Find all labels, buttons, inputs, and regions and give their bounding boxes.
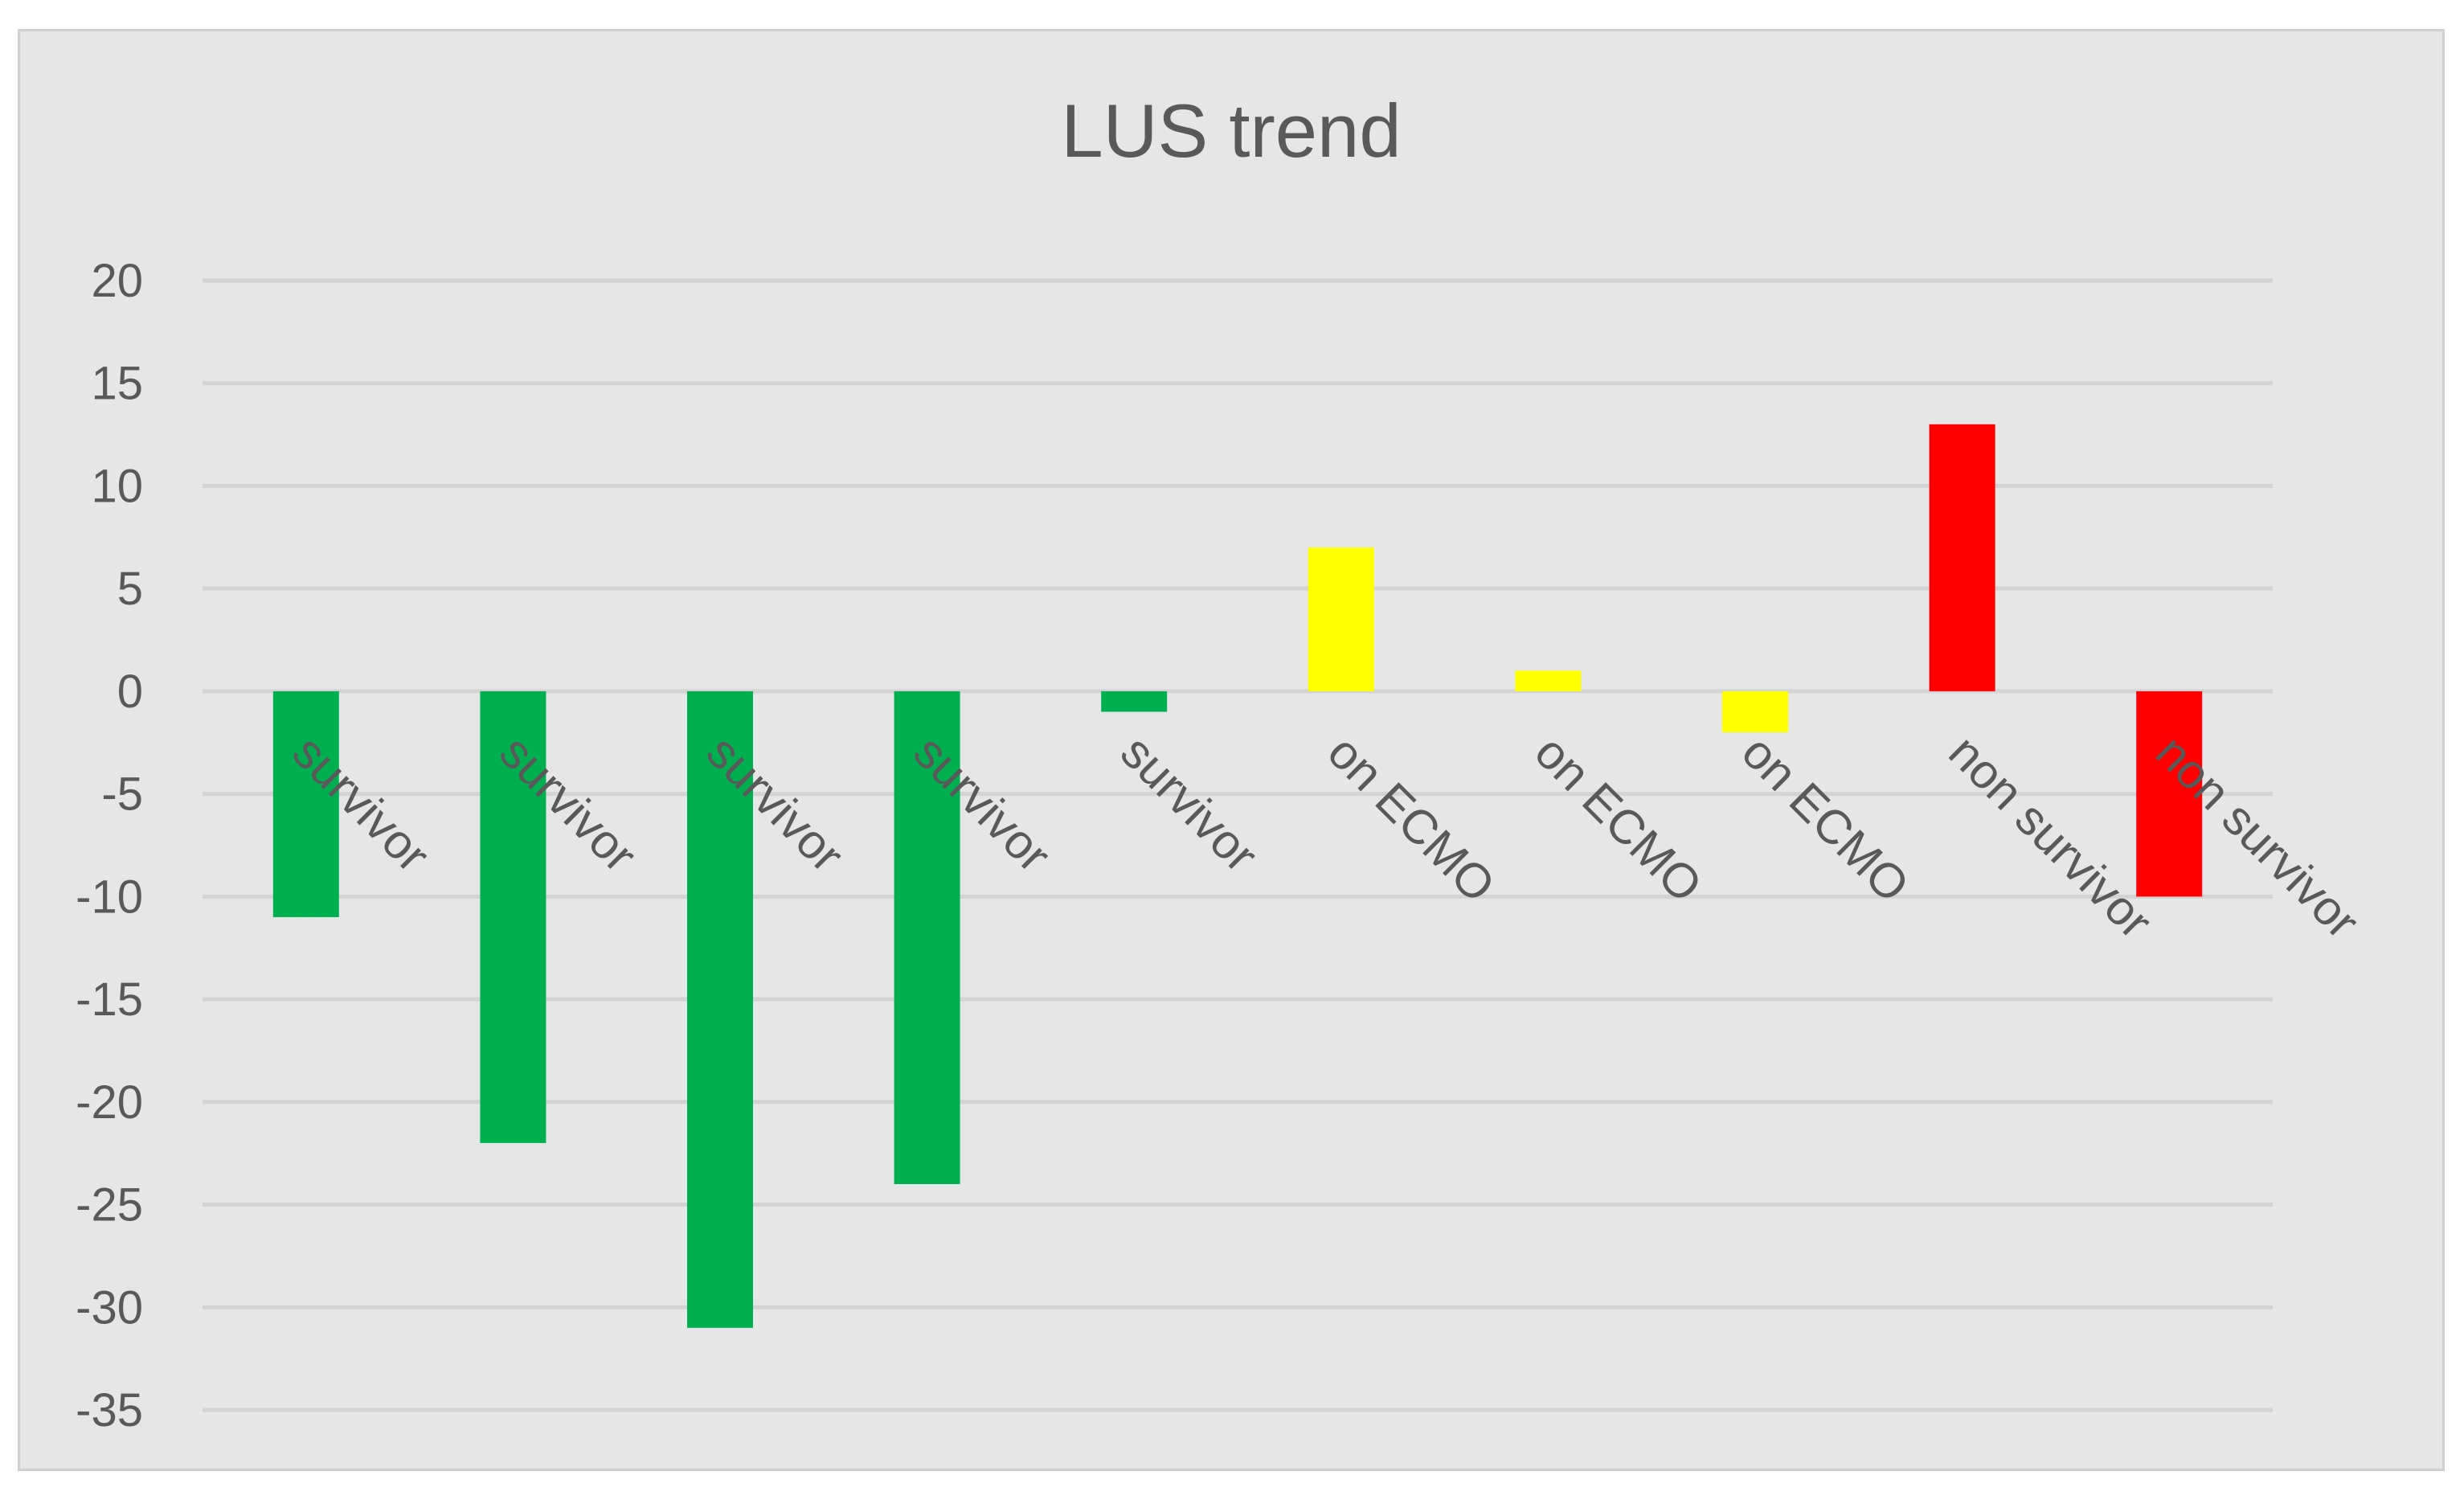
y-tick-label: -10 — [76, 871, 143, 923]
bar-8 — [1722, 691, 1788, 732]
bar-7 — [1515, 670, 1582, 691]
y-tick-label: -35 — [76, 1384, 143, 1436]
category-label: non survivor — [1938, 725, 2162, 949]
y-tick-label: 10 — [91, 460, 143, 512]
y-tick-label: -25 — [76, 1179, 143, 1232]
y-tick-label: 5 — [117, 563, 143, 615]
y-tick-label: -5 — [101, 768, 143, 821]
bar-10 — [2136, 691, 2203, 897]
bar-9 — [1929, 424, 1995, 691]
category-label: survivor — [1111, 725, 1268, 883]
category-label: on ECMO — [1525, 725, 1713, 913]
y-tick-label: 0 — [117, 666, 143, 718]
category-labels: survivor survivor survivor survivor survivor… — [283, 725, 2370, 949]
bar-1 — [272, 691, 339, 917]
gridlines — [203, 278, 2273, 1412]
y-tick-label: -15 — [76, 973, 143, 1026]
y-tick-label: -30 — [76, 1281, 143, 1334]
y-axis-ticks: 20 15 10 5 0 -5 -10 -15 -20 -25 -30 -35 — [76, 255, 143, 1436]
bar-2 — [480, 691, 546, 1143]
bar-4 — [894, 691, 960, 1184]
bar-5 — [1101, 691, 1168, 712]
y-tick-label: -20 — [76, 1076, 143, 1129]
category-label: on ECMO — [1732, 725, 1920, 913]
y-tick-label: 20 — [91, 255, 143, 307]
chart-frame: LUS trend — [18, 29, 2445, 1471]
bar-3 — [687, 691, 753, 1328]
bar-6 — [1308, 547, 1374, 691]
chart-title: LUS trend — [1061, 88, 1402, 173]
category-label: on ECMO — [1318, 725, 1506, 913]
bars — [272, 424, 2203, 1328]
y-tick-label: 15 — [91, 358, 143, 410]
